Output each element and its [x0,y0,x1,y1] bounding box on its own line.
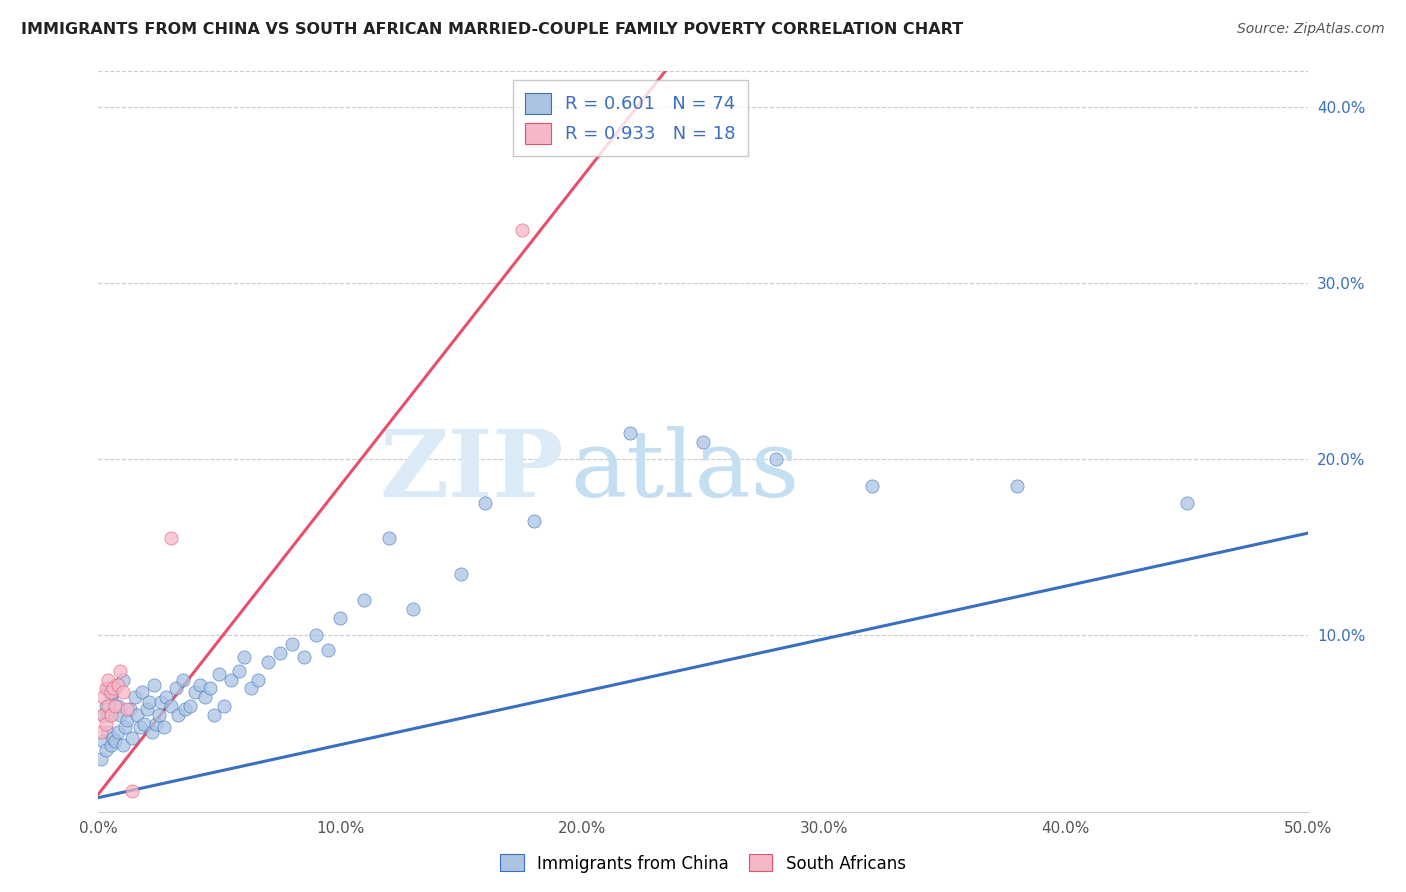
Point [292,649,315,664]
Point [94,743,117,757]
Point [101,685,124,699]
Point [377,532,399,546]
Point [97,707,120,722]
Point [204,707,226,722]
Point [135,702,157,716]
Point [118,702,141,716]
Point [1007,478,1029,492]
Point [124,690,146,705]
Point [305,628,328,642]
Point [174,702,197,716]
Point [188,678,211,692]
Point [281,637,304,651]
Point [100,690,122,705]
Point [228,664,250,678]
Point [100,738,122,752]
Point [100,685,122,699]
Point [121,731,143,745]
Text: atlas: atlas [569,426,799,516]
Point [104,678,127,692]
Point [108,664,131,678]
Point [765,452,787,467]
Point [256,655,278,669]
Point [121,783,143,797]
Point [94,716,117,731]
Point [97,725,120,739]
Point [114,720,136,734]
Point [108,707,131,722]
Point [150,695,173,709]
Point [91,707,114,722]
Point [97,681,120,696]
Point [1175,496,1198,510]
Point [474,496,496,510]
Point [107,725,129,739]
Text: Source: ZipAtlas.com: Source: ZipAtlas.com [1237,22,1385,37]
Point [141,725,163,739]
Point [127,707,149,722]
Point [232,649,254,664]
Point [128,720,150,734]
Point [107,698,129,713]
Point [101,731,124,745]
Point [138,695,160,709]
Point [269,646,291,660]
Point [221,673,243,687]
Point [247,673,270,687]
Point [90,725,112,739]
Point [523,514,546,528]
Point [134,716,156,731]
Point [152,720,174,734]
Legend: R = 0.601   N = 74, R = 0.933   N = 18: R = 0.601 N = 74, R = 0.933 N = 18 [513,80,748,156]
Point [111,685,134,699]
Point [165,681,187,696]
Point [97,698,120,713]
Point [148,707,170,722]
Point [208,667,231,681]
Point [450,566,472,581]
Point [131,685,153,699]
Point [353,593,375,607]
Point [692,434,714,449]
Legend: Immigrants from China, South Africans: Immigrants from China, South Africans [494,847,912,880]
Point [160,532,183,546]
Point [107,678,129,692]
Point [172,673,194,687]
Point [111,673,134,687]
Point [160,698,183,713]
Point [117,713,139,727]
Point [155,690,177,705]
Point [402,602,425,616]
Point [184,685,207,699]
Point [212,698,235,713]
Point [239,681,262,696]
Point [97,673,120,687]
Text: IMMIGRANTS FROM CHINA VS SOUTH AFRICAN MARRIED-COUPLE FAMILY POVERTY CORRELATION: IMMIGRANTS FROM CHINA VS SOUTH AFRICAN M… [21,22,963,37]
Point [117,702,139,716]
Point [104,734,127,748]
Point [145,716,167,731]
Point [111,738,134,752]
Point [619,425,641,440]
Point [100,707,122,722]
Point [91,734,114,748]
Point [860,478,883,492]
Point [167,707,190,722]
Point [510,223,533,237]
Point [329,611,352,625]
Point [91,690,114,705]
Point [94,698,117,713]
Point [194,690,217,705]
Point [179,698,201,713]
Point [90,752,112,766]
Point [198,681,221,696]
Point [101,681,124,696]
Point [104,698,127,713]
Text: ZIP: ZIP [380,426,564,516]
Point [316,642,339,657]
Point [91,707,114,722]
Point [94,681,117,696]
Point [143,678,166,692]
